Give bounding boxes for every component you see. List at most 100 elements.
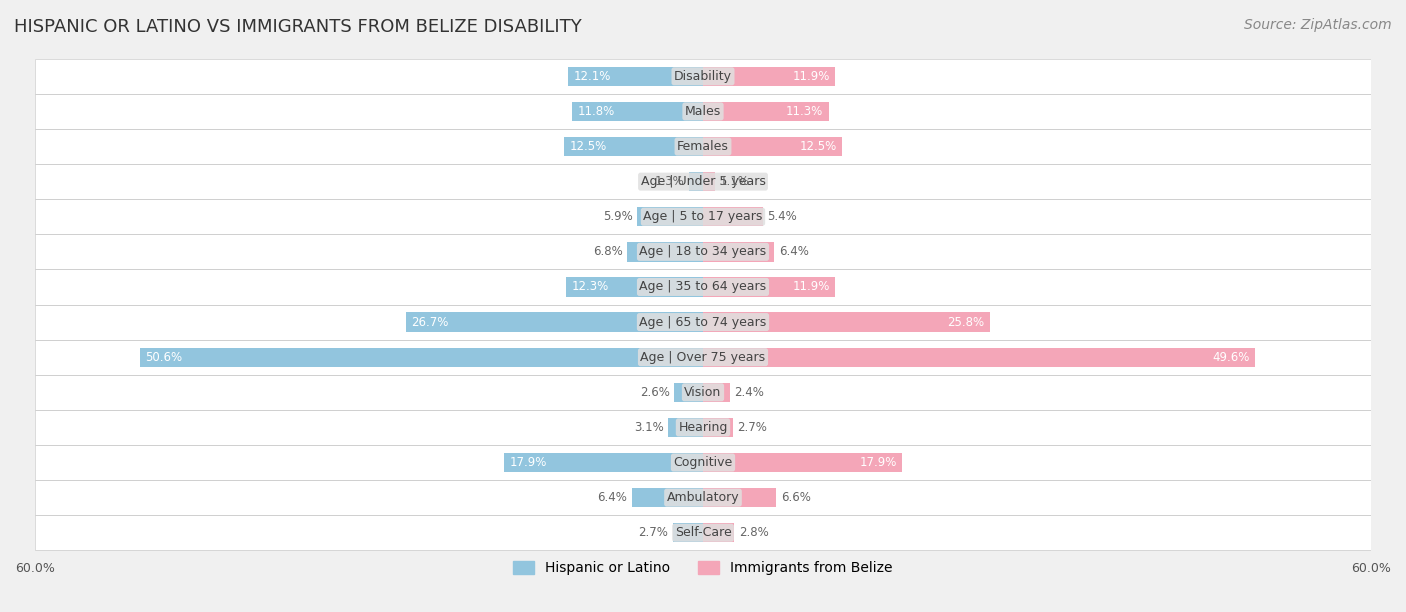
Bar bbox=[673, 523, 703, 542]
Bar bbox=[35, 410, 1371, 445]
Bar bbox=[406, 312, 703, 332]
Text: 3.1%: 3.1% bbox=[634, 421, 664, 434]
Bar bbox=[631, 488, 703, 507]
Bar bbox=[35, 410, 1371, 445]
Text: 11.8%: 11.8% bbox=[578, 105, 614, 118]
Bar bbox=[703, 172, 716, 192]
Text: 26.7%: 26.7% bbox=[412, 316, 449, 329]
Bar bbox=[35, 59, 1371, 94]
Bar bbox=[703, 242, 775, 261]
Bar bbox=[35, 94, 1371, 129]
Bar bbox=[35, 269, 1371, 305]
Text: 12.1%: 12.1% bbox=[574, 70, 612, 83]
Text: Males: Males bbox=[685, 105, 721, 118]
Text: 17.9%: 17.9% bbox=[509, 456, 547, 469]
Bar bbox=[35, 199, 1371, 234]
Bar bbox=[567, 277, 703, 297]
Text: 6.4%: 6.4% bbox=[598, 491, 627, 504]
Bar bbox=[139, 348, 703, 367]
Bar bbox=[673, 382, 703, 402]
Text: 5.9%: 5.9% bbox=[603, 211, 633, 223]
Bar bbox=[35, 515, 1371, 550]
Bar bbox=[564, 137, 703, 156]
Text: 6.4%: 6.4% bbox=[779, 245, 808, 258]
Bar bbox=[689, 172, 703, 192]
Bar bbox=[703, 312, 990, 332]
Text: 6.8%: 6.8% bbox=[593, 245, 623, 258]
Text: 12.5%: 12.5% bbox=[800, 140, 837, 153]
Text: Age | Under 5 years: Age | Under 5 years bbox=[641, 175, 765, 188]
Bar bbox=[35, 375, 1371, 410]
Bar bbox=[637, 207, 703, 226]
Text: Vision: Vision bbox=[685, 386, 721, 399]
Text: 49.6%: 49.6% bbox=[1212, 351, 1250, 364]
Text: Hearing: Hearing bbox=[678, 421, 728, 434]
Bar bbox=[35, 199, 1371, 234]
Bar bbox=[35, 515, 1371, 550]
Text: 2.8%: 2.8% bbox=[738, 526, 769, 539]
Legend: Hispanic or Latino, Immigrants from Belize: Hispanic or Latino, Immigrants from Beli… bbox=[508, 556, 898, 581]
Text: Disability: Disability bbox=[673, 70, 733, 83]
Bar bbox=[35, 94, 1371, 129]
Text: 17.9%: 17.9% bbox=[859, 456, 897, 469]
Text: Females: Females bbox=[678, 140, 728, 153]
Bar bbox=[703, 67, 835, 86]
Text: Source: ZipAtlas.com: Source: ZipAtlas.com bbox=[1244, 18, 1392, 32]
Bar bbox=[703, 382, 730, 402]
Bar bbox=[35, 375, 1371, 410]
Bar bbox=[35, 234, 1371, 269]
Bar bbox=[703, 348, 1256, 367]
Bar bbox=[703, 523, 734, 542]
Text: Age | 65 to 74 years: Age | 65 to 74 years bbox=[640, 316, 766, 329]
Bar bbox=[572, 102, 703, 121]
Bar bbox=[503, 453, 703, 472]
Text: HISPANIC OR LATINO VS IMMIGRANTS FROM BELIZE DISABILITY: HISPANIC OR LATINO VS IMMIGRANTS FROM BE… bbox=[14, 18, 582, 36]
Bar bbox=[35, 269, 1371, 305]
Bar bbox=[35, 234, 1371, 269]
Text: Age | 18 to 34 years: Age | 18 to 34 years bbox=[640, 245, 766, 258]
Text: Self-Care: Self-Care bbox=[675, 526, 731, 539]
Bar bbox=[568, 67, 703, 86]
Text: 2.7%: 2.7% bbox=[638, 526, 668, 539]
Bar bbox=[35, 164, 1371, 199]
Bar bbox=[35, 480, 1371, 515]
Bar bbox=[703, 137, 842, 156]
Bar bbox=[35, 164, 1371, 199]
Text: Age | 5 to 17 years: Age | 5 to 17 years bbox=[644, 211, 762, 223]
Bar bbox=[703, 453, 903, 472]
Text: 6.6%: 6.6% bbox=[780, 491, 811, 504]
Bar bbox=[35, 445, 1371, 480]
Text: 25.8%: 25.8% bbox=[948, 316, 984, 329]
Bar bbox=[35, 129, 1371, 164]
Text: Age | Over 75 years: Age | Over 75 years bbox=[641, 351, 765, 364]
Bar bbox=[35, 480, 1371, 515]
Bar bbox=[35, 340, 1371, 375]
Text: 12.3%: 12.3% bbox=[572, 280, 609, 294]
Text: 1.3%: 1.3% bbox=[654, 175, 685, 188]
Text: Ambulatory: Ambulatory bbox=[666, 491, 740, 504]
Text: Age | 35 to 64 years: Age | 35 to 64 years bbox=[640, 280, 766, 294]
Bar bbox=[703, 277, 835, 297]
Bar bbox=[627, 242, 703, 261]
Bar bbox=[35, 305, 1371, 340]
Bar bbox=[35, 305, 1371, 340]
Text: 1.1%: 1.1% bbox=[720, 175, 749, 188]
Bar bbox=[35, 445, 1371, 480]
Text: 11.3%: 11.3% bbox=[786, 105, 824, 118]
Text: 2.4%: 2.4% bbox=[734, 386, 763, 399]
Bar bbox=[35, 340, 1371, 375]
Text: 2.6%: 2.6% bbox=[640, 386, 669, 399]
Text: 11.9%: 11.9% bbox=[793, 70, 830, 83]
Text: Cognitive: Cognitive bbox=[673, 456, 733, 469]
Bar bbox=[703, 102, 828, 121]
Bar bbox=[703, 207, 763, 226]
Bar bbox=[703, 418, 733, 437]
Text: 12.5%: 12.5% bbox=[569, 140, 606, 153]
Bar bbox=[703, 488, 776, 507]
Text: 2.7%: 2.7% bbox=[738, 421, 768, 434]
Bar bbox=[35, 59, 1371, 94]
Bar bbox=[35, 129, 1371, 164]
Text: 50.6%: 50.6% bbox=[145, 351, 183, 364]
Bar bbox=[668, 418, 703, 437]
Text: 11.9%: 11.9% bbox=[793, 280, 830, 294]
